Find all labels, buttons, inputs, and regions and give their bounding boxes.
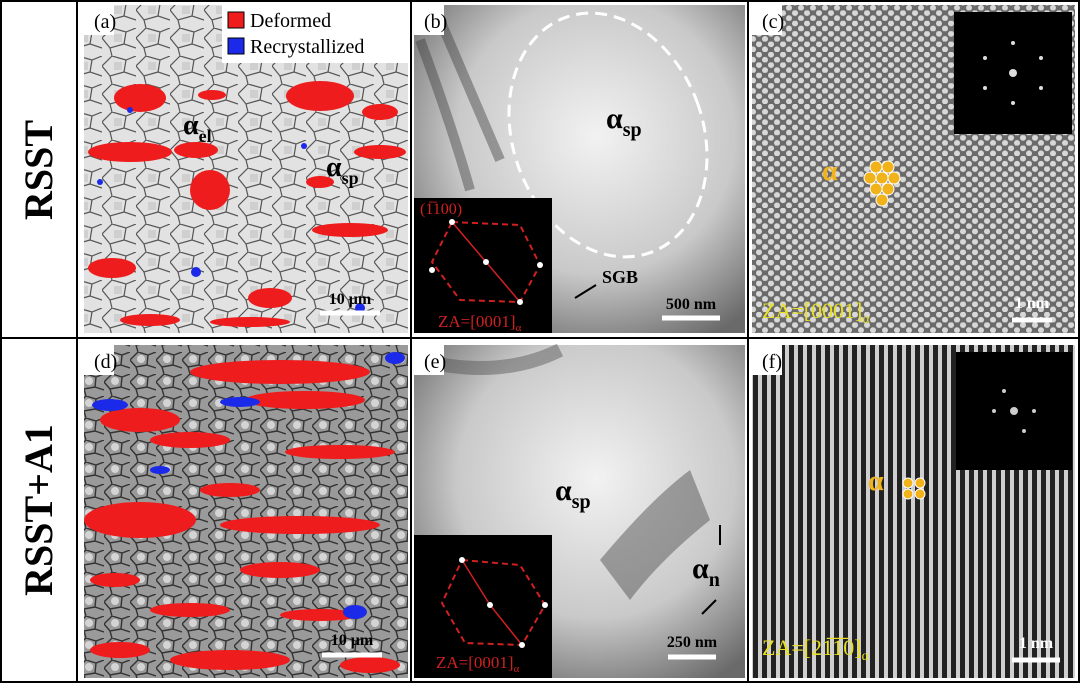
panel-label: (b): [424, 11, 447, 33]
annotation: αn: [692, 552, 720, 591]
atom-cluster: [902, 477, 926, 500]
grain-outline: [507, 11, 709, 259]
annotation: α: [868, 466, 884, 497]
deformed-grains: [84, 360, 400, 673]
legend-bg: [222, 5, 408, 63]
scale-label: 10 μm: [329, 291, 372, 308]
diffraction-index: (1̅100): [420, 201, 462, 218]
annotation: αsp: [326, 152, 359, 188]
panel-d: (d) 10 μm: [84, 345, 408, 678]
panel-e: (e) αsp αn ZA=[0001]α 250 nm: [414, 343, 745, 678]
diffraction-inset: [414, 535, 552, 678]
panel-f: (f) α ZA=[21̅1̅0]α 1 nm: [752, 345, 1075, 678]
annotation: αel: [183, 110, 212, 146]
annotation: SGB: [602, 267, 638, 287]
label-bg: [414, 345, 444, 375]
legend-entry: Deformed: [250, 10, 331, 32]
label-bg: [752, 5, 782, 35]
recrystallized-grains: [92, 352, 405, 619]
panel-label: (f): [762, 351, 782, 373]
zone-axis: ZA=[21̅1̅0]α: [762, 635, 870, 664]
panel-label: (d): [94, 351, 117, 373]
zone-axis: ZA=[0001]α: [762, 298, 870, 327]
panel-label: (e): [424, 351, 446, 373]
zone-axis: ZA=[0001]α: [436, 653, 520, 675]
annotation: α: [822, 156, 838, 187]
annotation: αsp: [606, 102, 642, 141]
label-bg: [84, 5, 114, 35]
arrow: [701, 599, 717, 615]
arrow: [574, 284, 597, 299]
panel-c: (c) α ZA=[0001]α 1 nm: [752, 5, 1075, 333]
scale-label: 1 nm: [1019, 635, 1054, 652]
zone-axis: ZA=[0001]α: [438, 312, 522, 334]
scale-label: 1 nm: [1015, 295, 1050, 312]
label-bg: [752, 345, 782, 375]
panel-a: (a) Deformed Recrystallized αel αsp 10 μ…: [84, 5, 408, 333]
diffraction-inset: [414, 198, 552, 333]
row-label: RSST+A1: [16, 424, 61, 596]
legend-swatch: [227, 11, 245, 29]
scale-label: 500 nm: [666, 296, 717, 313]
row-label: RSST: [16, 120, 61, 220]
panel-label: (a): [94, 11, 116, 33]
panel-label: (c): [762, 11, 784, 33]
atom-cluster: [863, 160, 901, 207]
scale-label: 10 μm: [331, 632, 374, 649]
scale-label: 250 nm: [667, 634, 718, 651]
legend-swatch: [227, 37, 245, 55]
annotation: αsp: [555, 474, 591, 513]
panel-b: (b) αsp SGB (1̅100) ZA=[0001]α 500 nm: [414, 5, 745, 334]
deformed-grains: [88, 81, 406, 327]
legend-entry: Recrystallized: [250, 36, 364, 58]
label-bg: [84, 345, 114, 375]
label-bg: [414, 5, 444, 35]
